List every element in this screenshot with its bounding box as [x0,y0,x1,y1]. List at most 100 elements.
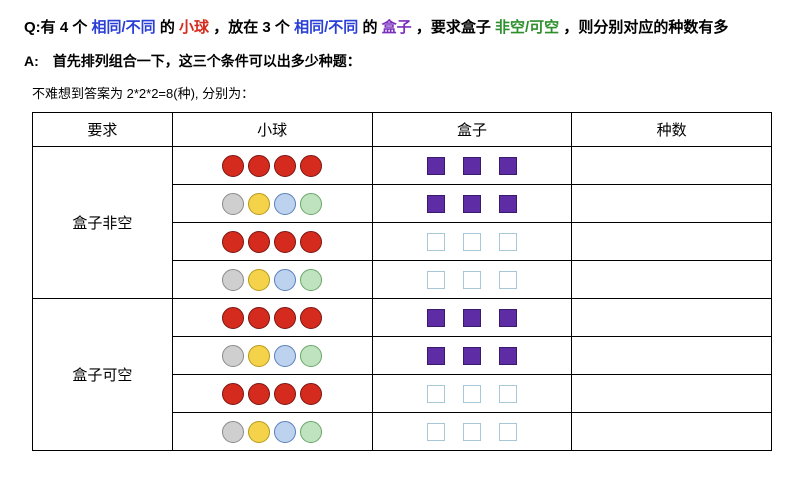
red-ball-icon [300,383,322,405]
boxes-cell [372,147,572,185]
filled-box-icon [463,347,481,365]
red-ball-icon [274,231,296,253]
boxes-cell [372,413,572,451]
green-ball-icon [300,269,322,291]
filled-box-icon [499,309,517,327]
q-suffix: ，则分别对应的种数有多 [563,19,728,36]
boxes-cell [372,337,572,375]
grey-ball-icon [222,269,244,291]
balls-cell [172,261,372,299]
empty-box-icon [463,423,481,441]
yellow-ball-icon [248,269,270,291]
blue-ball-icon [274,421,296,443]
filled-box-icon [463,309,481,327]
empty-box-icon [427,233,445,251]
count-cell [572,185,772,223]
header-box: 盒子 [372,113,572,147]
red-ball-icon [222,383,244,405]
green-ball-icon [300,193,322,215]
grey-ball-icon [222,193,244,215]
empty-box-icon [463,385,481,403]
red-ball-icon [274,383,296,405]
q-alt1: 相同/不同 [92,19,156,36]
green-ball-icon [300,345,322,367]
filled-box-icon [427,195,445,213]
q-mid1: 的 [160,19,175,36]
empty-box-icon [427,385,445,403]
boxes-cell [372,223,572,261]
count-cell [572,299,772,337]
red-ball-icon [274,307,296,329]
red-ball-icon [222,307,244,329]
yellow-ball-icon [248,421,270,443]
count-cell [572,147,772,185]
balls-cell [172,413,372,451]
grey-ball-icon [222,421,244,443]
filled-box-icon [463,195,481,213]
blue-ball-icon [274,193,296,215]
red-ball-icon [248,231,270,253]
q-alt2: 相同/不同 [294,19,358,36]
balls-cell [172,375,372,413]
q-alt3: 非空/可空 [495,19,559,36]
balls-cell [172,147,372,185]
red-ball-icon [300,231,322,253]
boxes-cell [372,299,572,337]
table-row: 盒子可空 [33,299,772,337]
green-ball-icon [300,421,322,443]
balls-cell [172,337,372,375]
count-cell [572,261,772,299]
combinations-table: 要求 小球 盒子 种数 盒子非空盒子可空 [32,112,772,451]
red-ball-icon [248,307,270,329]
red-ball-icon [300,155,322,177]
red-ball-icon [248,155,270,177]
count-cell [572,375,772,413]
table-row: 盒子非空 [33,147,772,185]
blue-ball-icon [274,345,296,367]
red-ball-icon [248,383,270,405]
filled-box-icon [499,347,517,365]
count-cell [572,223,772,261]
q-ball-word: 小球 [179,19,209,36]
sub-line: 不难想到答案为 2*2*2=8(种), 分别为： [32,83,776,102]
empty-box-icon [427,271,445,289]
count-cell [572,337,772,375]
q-mid4: ，要求盒子 [416,19,491,36]
table-header-row: 要求 小球 盒子 种数 [33,113,772,147]
red-ball-icon [274,155,296,177]
empty-box-icon [427,423,445,441]
empty-box-icon [499,423,517,441]
balls-cell [172,299,372,337]
answer-line: A: 首先排列组合一下，这三个条件可以出多少种题： [24,51,776,71]
question-line: Q:有 4 个 相同/不同 的 小球 ，放在 3 个 相同/不同 的 盒子 ，要… [24,16,776,37]
q-mid2: ，放在 3 个 [213,19,290,36]
balls-cell [172,185,372,223]
balls-cell [172,223,372,261]
header-ball: 小球 [172,113,372,147]
empty-box-icon [499,271,517,289]
filled-box-icon [499,157,517,175]
red-ball-icon [222,155,244,177]
yellow-ball-icon [248,193,270,215]
group-label-cell: 盒子非空 [33,147,173,299]
q-mid3: 的 [362,19,377,36]
filled-box-icon [427,309,445,327]
filled-box-icon [463,157,481,175]
grey-ball-icon [222,345,244,367]
count-cell [572,413,772,451]
filled-box-icon [427,157,445,175]
q-box-word: 盒子 [382,19,412,36]
filled-box-icon [427,347,445,365]
empty-box-icon [499,385,517,403]
red-ball-icon [300,307,322,329]
blue-ball-icon [274,269,296,291]
empty-box-icon [463,271,481,289]
empty-box-icon [463,233,481,251]
yellow-ball-icon [248,345,270,367]
q-prefix: Q:有 4 个 [24,19,87,36]
red-ball-icon [222,231,244,253]
header-count: 种数 [572,113,772,147]
group-label-cell: 盒子可空 [33,299,173,451]
header-req: 要求 [33,113,173,147]
boxes-cell [372,261,572,299]
